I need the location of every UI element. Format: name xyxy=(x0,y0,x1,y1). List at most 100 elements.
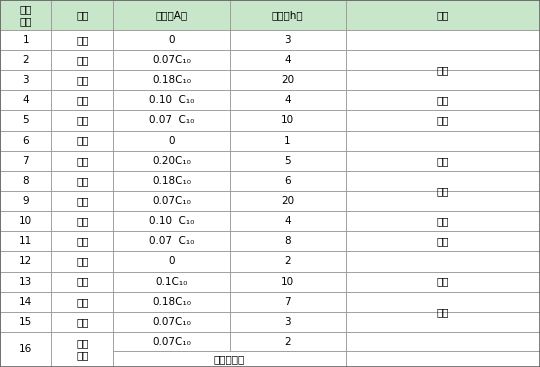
Bar xyxy=(0,30,51,50)
Bar xyxy=(51,251,113,272)
Bar xyxy=(346,251,540,272)
Text: 充电: 充电 xyxy=(76,75,89,85)
Bar xyxy=(346,131,540,151)
Bar xyxy=(113,70,230,90)
Bar xyxy=(230,70,346,90)
Bar xyxy=(51,131,113,151)
Bar xyxy=(51,312,113,332)
Bar xyxy=(346,351,540,367)
Bar xyxy=(346,191,540,211)
Bar xyxy=(0,292,51,312)
Bar xyxy=(346,211,540,231)
Bar xyxy=(0,171,51,191)
Bar xyxy=(51,110,113,131)
Bar xyxy=(230,70,346,90)
Bar xyxy=(51,70,113,90)
Bar xyxy=(113,151,230,171)
Text: 4: 4 xyxy=(22,95,29,105)
Bar xyxy=(0,30,51,50)
Bar xyxy=(230,191,346,211)
Bar xyxy=(113,191,230,211)
Text: 0.18C₁₀: 0.18C₁₀ xyxy=(152,176,191,186)
Bar xyxy=(230,30,346,50)
Text: 0.18C₁₀: 0.18C₁₀ xyxy=(152,75,191,85)
Text: 3: 3 xyxy=(284,35,291,45)
Bar xyxy=(346,0,540,30)
Bar xyxy=(346,151,540,171)
Bar xyxy=(0,50,51,70)
Bar xyxy=(230,0,346,30)
Bar xyxy=(346,231,540,251)
Bar xyxy=(113,332,230,351)
Bar xyxy=(0,151,51,171)
Bar xyxy=(230,110,346,131)
Text: 0.18C₁₀: 0.18C₁₀ xyxy=(152,297,191,307)
Text: 3: 3 xyxy=(22,75,29,85)
Bar xyxy=(230,171,346,191)
Bar xyxy=(113,110,230,131)
Bar xyxy=(346,191,540,211)
Bar xyxy=(51,272,113,292)
Bar xyxy=(0,110,51,131)
Bar xyxy=(51,211,113,231)
Bar xyxy=(113,131,230,151)
Text: 一充: 一充 xyxy=(436,65,449,75)
Bar xyxy=(230,292,346,312)
Bar xyxy=(230,312,346,332)
Text: 放电: 放电 xyxy=(76,156,89,166)
Bar xyxy=(230,151,346,171)
Bar xyxy=(113,312,230,332)
Bar xyxy=(51,171,113,191)
Bar xyxy=(0,0,51,30)
Bar xyxy=(51,110,113,131)
Text: 状态: 状态 xyxy=(76,10,89,20)
Bar xyxy=(346,151,540,171)
Bar xyxy=(346,332,540,351)
Bar xyxy=(0,70,51,90)
Bar xyxy=(0,332,51,367)
Bar xyxy=(346,211,540,231)
Text: 静置: 静置 xyxy=(76,35,89,45)
Bar xyxy=(113,50,230,70)
Bar xyxy=(0,151,51,171)
Bar xyxy=(0,90,51,110)
Bar xyxy=(113,90,230,110)
Bar xyxy=(113,50,230,70)
Bar xyxy=(51,30,113,50)
Bar xyxy=(230,50,346,70)
Text: 1: 1 xyxy=(284,136,291,146)
Bar xyxy=(51,231,113,251)
Text: 2: 2 xyxy=(284,337,291,347)
Text: 0: 0 xyxy=(168,136,175,146)
Bar xyxy=(113,151,230,171)
Text: 6: 6 xyxy=(284,176,291,186)
Text: 0.07C₁₀: 0.07C₁₀ xyxy=(152,337,191,347)
Text: 20: 20 xyxy=(281,196,294,206)
Bar xyxy=(113,171,230,191)
Bar xyxy=(346,272,540,292)
Bar xyxy=(230,110,346,131)
Text: 0.20C₁₀: 0.20C₁₀ xyxy=(152,156,191,166)
Bar xyxy=(346,70,540,90)
Text: 0.10  C₁₀: 0.10 C₁₀ xyxy=(148,216,194,226)
Text: 抽酸
充电: 抽酸 充电 xyxy=(76,339,89,360)
Bar xyxy=(51,151,113,171)
Text: 充电: 充电 xyxy=(76,176,89,186)
Bar xyxy=(230,0,346,30)
Bar xyxy=(0,272,51,292)
Bar xyxy=(346,110,540,131)
Bar xyxy=(113,110,230,131)
Bar xyxy=(51,292,113,312)
Bar xyxy=(0,131,51,151)
Bar xyxy=(113,0,230,30)
Bar xyxy=(230,30,346,50)
Bar xyxy=(230,272,346,292)
Text: 4: 4 xyxy=(284,216,291,226)
Text: 0.07C₁₀: 0.07C₁₀ xyxy=(152,196,191,206)
Bar xyxy=(230,171,346,191)
Text: 0: 0 xyxy=(168,257,175,266)
Text: 二充: 二充 xyxy=(436,116,449,126)
Text: 10: 10 xyxy=(19,216,32,226)
Bar xyxy=(0,292,51,312)
Bar xyxy=(230,151,346,171)
